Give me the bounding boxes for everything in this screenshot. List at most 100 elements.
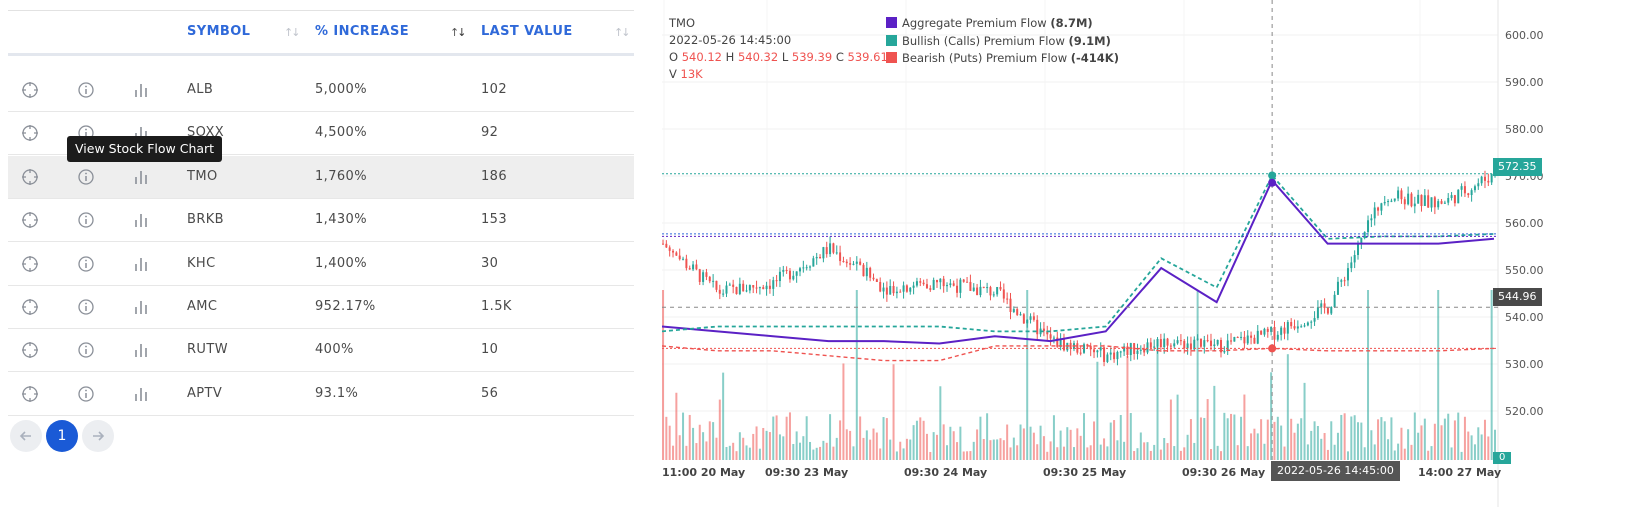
volume-bar	[675, 392, 678, 460]
sort-icon[interactable]: ↑↓	[614, 26, 631, 39]
header-symbol[interactable]: SYMBOL	[187, 24, 251, 39]
volume-bar	[919, 417, 922, 460]
cell-increase: 1,430%	[315, 212, 367, 227]
cell-symbol[interactable]: AMC	[187, 299, 218, 314]
sort-desc-icon[interactable]: ↑↓	[450, 26, 467, 39]
candle-body	[1280, 327, 1283, 335]
y-axis-tick: 540.00	[1505, 311, 1544, 324]
volume-bar	[1016, 445, 1019, 460]
table-row[interactable]: AMC 952.17% 1.5K	[8, 286, 634, 330]
next-page-button[interactable]	[82, 420, 114, 452]
crosshair-icon[interactable]	[21, 81, 39, 99]
bar-chart-icon[interactable]	[132, 211, 150, 229]
crosshair-icon[interactable]	[21, 385, 39, 403]
bar-chart-icon[interactable]	[132, 255, 150, 273]
volume-bar	[738, 432, 741, 460]
bar-chart-icon[interactable]	[132, 341, 150, 359]
candle-body	[1276, 334, 1279, 340]
info-icon[interactable]	[77, 298, 95, 316]
volume-bar	[1400, 427, 1403, 460]
candle-body	[1443, 202, 1446, 204]
candle-body	[1220, 340, 1223, 353]
crosshair-icon[interactable]	[21, 341, 39, 359]
legend-bullish[interactable]: Bullish (Calls) Premium Flow (9.1M)	[886, 33, 1119, 51]
crosshair-icon[interactable]	[21, 255, 39, 273]
candle-body	[1430, 197, 1433, 208]
info-icon[interactable]	[77, 211, 95, 229]
candle-body	[982, 286, 985, 288]
volume-bar	[1183, 447, 1186, 460]
crosshair-icon[interactable]	[21, 298, 39, 316]
cell-last-value: 10	[481, 342, 499, 357]
volume-bar	[1032, 432, 1035, 460]
candle-body	[1423, 195, 1426, 207]
header-increase[interactable]: % INCREASE	[315, 24, 410, 39]
volume-bar	[782, 436, 785, 460]
volume-bar	[1159, 449, 1162, 460]
candle-body	[788, 270, 791, 280]
info-icon[interactable]	[77, 255, 95, 273]
cell-symbol[interactable]: RUTW	[187, 342, 228, 357]
cell-symbol[interactable]: ALB	[187, 82, 214, 97]
volume-bar	[768, 432, 771, 460]
candle-body	[959, 279, 962, 293]
table-row[interactable]: ALB 5,000% 102	[8, 69, 634, 113]
table-row[interactable]: BRKB 1,430% 153	[8, 199, 634, 243]
crosshair-icon[interactable]	[21, 211, 39, 229]
candle-body	[1463, 186, 1466, 194]
chart-canvas[interactable]	[662, 0, 1626, 507]
candle-body	[1453, 195, 1456, 204]
volume-bar	[758, 448, 761, 460]
cell-symbol[interactable]: TMO	[187, 169, 218, 184]
candle-body	[852, 263, 855, 265]
volume-bar	[1083, 413, 1086, 460]
candle-body	[1216, 340, 1219, 345]
candle-body	[1403, 199, 1406, 205]
legend-bearish[interactable]: Bearish (Puts) Premium Flow (-414K)	[886, 50, 1119, 68]
candle-body	[1273, 327, 1276, 340]
volume-bar	[835, 437, 838, 460]
candle-body	[875, 279, 878, 283]
table-row[interactable]: APTV 93.1% 56	[8, 373, 634, 417]
volume-bar	[899, 441, 902, 460]
volume-bar	[1076, 428, 1079, 460]
volume-bar	[662, 290, 664, 460]
bar-chart-icon[interactable]	[132, 168, 150, 186]
candle-body	[1143, 349, 1146, 353]
volume-bar	[959, 426, 962, 460]
volume-bar	[762, 427, 765, 460]
crosshair-icon[interactable]	[21, 168, 39, 186]
info-icon[interactable]	[77, 81, 95, 99]
volume-bar	[728, 445, 731, 460]
info-icon[interactable]	[77, 341, 95, 359]
cell-symbol[interactable]: KHC	[187, 256, 216, 271]
candle-body	[795, 271, 798, 276]
prev-page-button[interactable]	[10, 420, 42, 452]
bar-chart-icon[interactable]	[132, 81, 150, 99]
table-row[interactable]: TMO 1,760% 186	[8, 156, 634, 200]
table-row[interactable]: RUTW 400% 10	[8, 329, 634, 373]
bar-chart-icon[interactable]	[132, 298, 150, 316]
sort-icon[interactable]: ↑↓	[284, 26, 301, 39]
volume-bar	[1306, 444, 1309, 460]
table-row[interactable]: KHC 1,400% 30	[8, 243, 634, 287]
candle-body	[872, 277, 875, 280]
crosshair-icon[interactable]	[21, 124, 39, 142]
candle-body	[1183, 340, 1186, 349]
candle-body	[1019, 314, 1022, 316]
stock-flow-chart[interactable]: TMO 2022-05-26 14:45:00 O 540.12 H 540.3…	[662, 0, 1626, 507]
page-button-current[interactable]: 1	[46, 420, 78, 452]
candle-body	[1193, 339, 1196, 350]
bar-chart-icon[interactable]	[132, 385, 150, 403]
info-icon[interactable]	[77, 385, 95, 403]
info-icon[interactable]	[77, 168, 95, 186]
candle-body	[1059, 339, 1062, 347]
volume-bar	[788, 412, 791, 460]
header-last-value[interactable]: LAST VALUE	[481, 24, 573, 39]
candle-body	[835, 252, 838, 254]
volume-bar	[1467, 431, 1470, 460]
cell-symbol[interactable]: BRKB	[187, 212, 224, 227]
volume-bar	[929, 451, 932, 460]
legend-aggregate[interactable]: Aggregate Premium Flow (8.7M)	[886, 15, 1119, 33]
cell-symbol[interactable]: APTV	[187, 386, 223, 401]
